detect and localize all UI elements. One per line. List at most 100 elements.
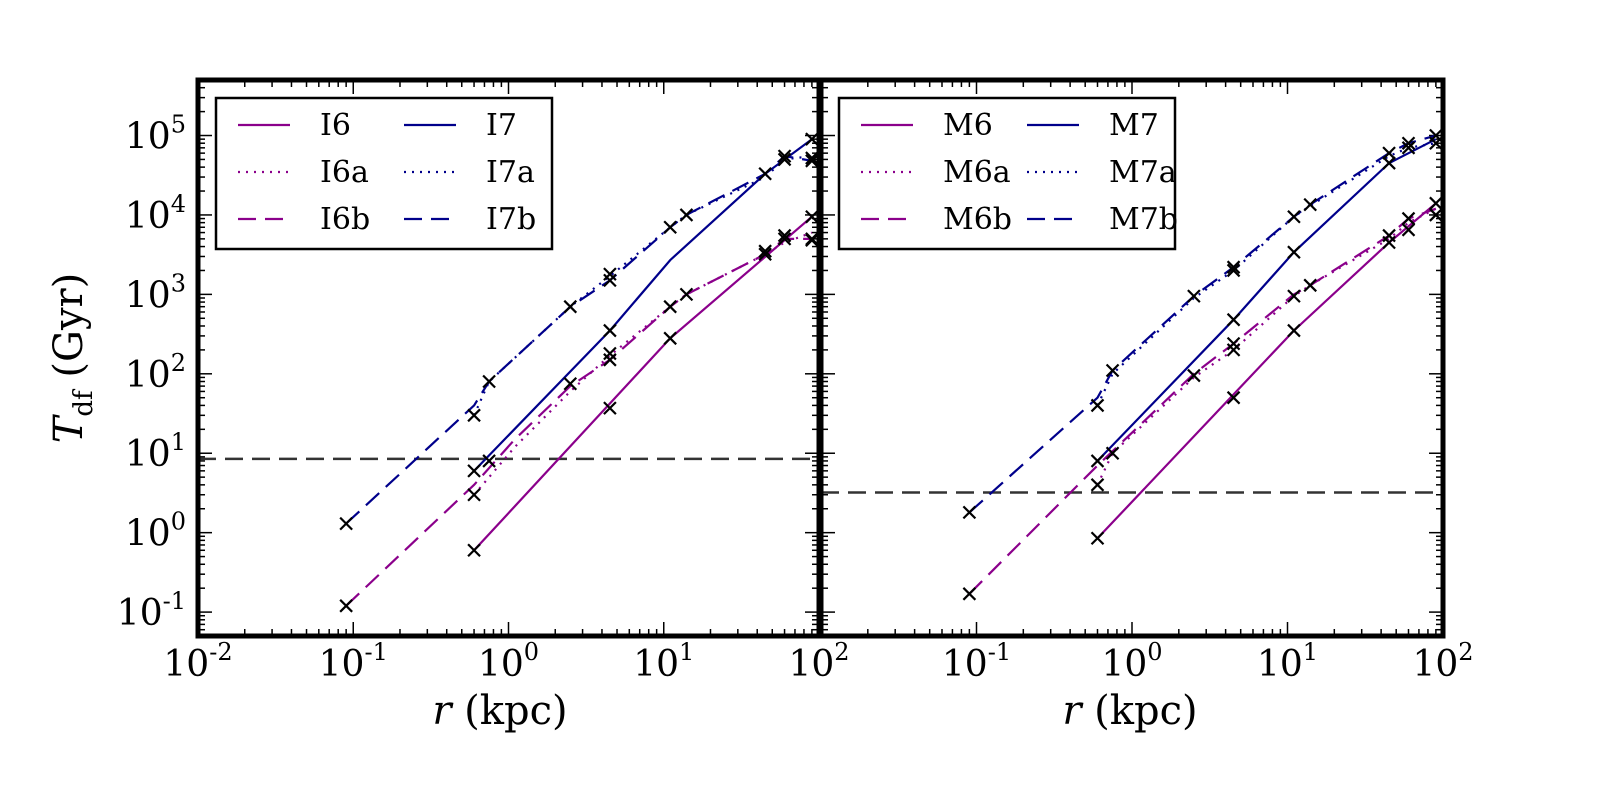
data-marker [663,299,677,314]
y-tick-label: 102 [125,349,186,396]
x-tick-label: 10-2 [163,638,232,685]
data-marker [1226,260,1241,274]
data-marker [1090,478,1105,492]
data-marker [1429,196,1443,211]
y-axis-label: Tdf (Gyr) [46,273,99,444]
data-marker [777,228,792,243]
data-marker [603,323,617,338]
data-marker [603,346,617,361]
legend-label: I6b [320,202,370,237]
y-tick-label: 103 [125,269,186,316]
data-marker [777,152,792,167]
x-tick-label: 100 [478,638,539,685]
data-marker [1226,336,1241,351]
data-marker [1382,146,1396,160]
left-panel: 10-2 10-1 100 101 10210-1100101102103104105r… [46,77,850,734]
legend-label: M7 [1109,108,1159,143]
data-marker [962,505,977,520]
data-marker [467,543,481,558]
legend-label: M7b [1109,202,1178,237]
data-marker [1105,363,1120,378]
data-marker [777,149,792,163]
data-marker [1401,223,1416,237]
data-marker [1090,454,1105,468]
data-marker [679,287,694,302]
data-marker [603,273,617,288]
data-marker [1287,245,1301,259]
data-marker [1090,531,1105,546]
data-marker [1429,208,1443,222]
data-marker [805,233,819,248]
legend-label: I6a [320,155,369,190]
legend-label: I6 [320,108,351,143]
y-tick-label: 105 [125,111,186,158]
x-tick-label: 10-1 [319,638,388,685]
x-tick-label: 102 [788,638,849,685]
legend-label: M6b [943,202,1012,237]
data-marker [758,166,772,181]
data-marker [1226,343,1241,357]
data-marker [805,132,819,146]
data-marker [663,220,677,235]
data-marker [1105,446,1120,461]
data-marker [1303,197,1318,212]
legend-label: I7a [486,155,535,190]
data-marker [603,353,617,367]
data-marker [1226,390,1241,405]
x-tick-label: 10-1 [942,638,1011,685]
data-marker [805,151,819,165]
x-tick-label: 102 [1412,638,1473,685]
data-marker [1401,211,1416,226]
legend-label: M6a [943,155,1011,190]
right-panel: 10-1 100 101 102 r (kpc) M6 M6a M6b M7 M7a M7b [818,77,1474,734]
legend-box [837,96,1177,251]
y-tick-label: 101 [125,428,186,475]
data-marker [805,154,819,168]
data-marker [962,587,977,601]
data-marker [467,408,481,423]
tick-marks [820,79,1443,637]
data-marker [339,516,353,531]
series-line-I6b [345,237,812,607]
legend-label: I7 [486,108,517,143]
x-axis-label: r (kpc) [432,688,567,734]
data-marker [603,267,617,281]
data-marker [1401,141,1416,155]
data-marker [1226,312,1241,327]
legend-label: I7b [486,202,536,237]
series-line-M7a [1096,142,1437,406]
data-marker [1287,323,1301,338]
legend-label: M6 [943,108,993,143]
data-marker [777,232,792,246]
data-marker [482,454,496,468]
data-marker [1187,289,1201,303]
data-marker [563,299,578,314]
data-marker [482,374,496,389]
data-marker [1187,368,1201,383]
data-marker [1287,289,1301,303]
data-marker [663,331,677,346]
data-marker [679,208,694,222]
plot-area [821,128,1443,601]
x-tick-label: 100 [1101,638,1162,685]
data-marker [1382,156,1396,170]
legend: M6 M6a M6b M7 M7a M7b [837,96,1178,251]
y-tick-label: 10-1 [117,587,186,634]
x-axis-label: r (kpc) [1062,688,1197,734]
plot-area [198,132,819,613]
data-marker [339,599,353,613]
data-marker [1401,136,1416,150]
legend-label: M7a [1109,155,1177,190]
data-marker [758,244,772,258]
data-marker [1429,128,1443,143]
data-marker [1090,398,1105,413]
legend-box [214,96,554,251]
data-marker [563,376,578,391]
y-tick-label: 104 [125,190,186,237]
legend: I6 I6a I6b I7 I7a I7b [214,96,554,251]
data-marker [1226,263,1241,278]
data-marker [805,209,819,224]
x-tick-label: 101 [1257,638,1318,685]
plot-frame [818,77,1446,639]
